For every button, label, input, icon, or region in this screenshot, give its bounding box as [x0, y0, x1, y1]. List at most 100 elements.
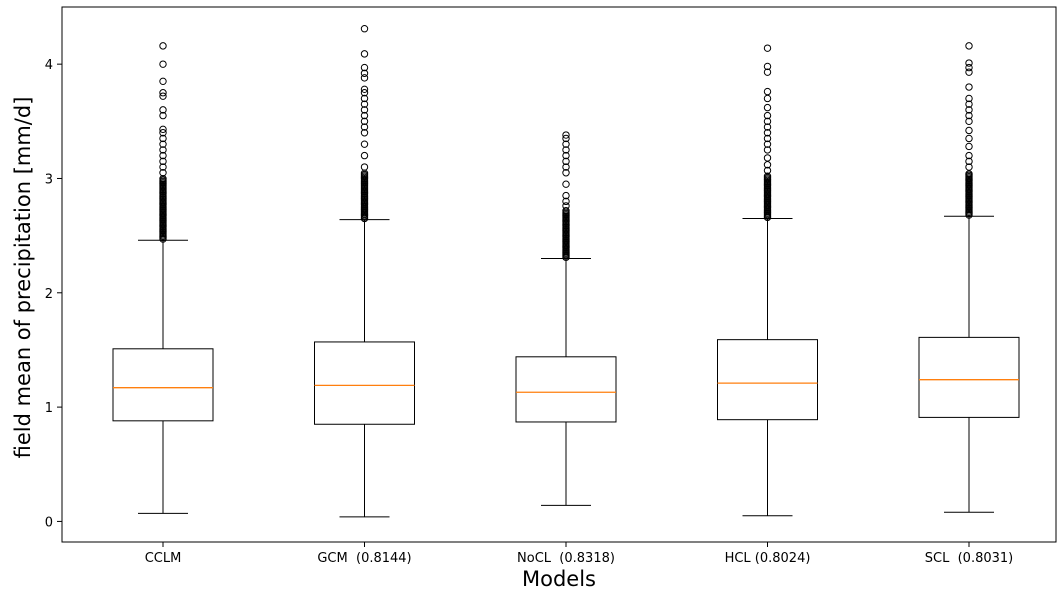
iqr-box	[314, 341, 415, 425]
flier-point	[360, 151, 369, 160]
axis-ticks: 0 1 2 3 4 CCLM GCM (0.8144) NoCL (0.8318) HCL (0…	[45, 58, 1014, 566]
flier-point	[159, 146, 167, 154]
flier-point	[360, 117, 369, 126]
box-group	[112, 42, 214, 514]
x-tick-label: GCM (0.8144)	[317, 551, 411, 566]
flier-point	[763, 172, 772, 180]
flier-point	[562, 157, 570, 166]
flier-point	[159, 169, 167, 177]
flier-point	[965, 111, 973, 120]
flier-point	[360, 25, 369, 33]
iqr-box	[717, 339, 818, 421]
flier-point	[159, 157, 167, 166]
flier-point	[360, 69, 369, 78]
flier-point	[360, 106, 369, 114]
flier-point	[159, 92, 167, 100]
box-group	[314, 25, 415, 518]
x-tick-label: SCL (0.8031)	[925, 551, 1013, 566]
flier-point	[965, 117, 973, 126]
flier-point	[562, 169, 570, 177]
flier-point	[562, 163, 570, 171]
flier-point	[965, 106, 973, 114]
y-tick-label: 1	[45, 401, 53, 416]
flier-point	[965, 100, 973, 108]
flier-point	[965, 157, 973, 166]
x-axis-title: Models	[522, 567, 596, 591]
flier-point	[159, 151, 167, 160]
flier-point	[763, 166, 772, 175]
flier-point	[360, 94, 369, 103]
flier-point	[763, 154, 772, 162]
flier-point	[159, 163, 167, 171]
flier-point	[763, 103, 772, 112]
flier-point	[360, 123, 369, 131]
flier-point	[965, 59, 973, 67]
flier-point	[159, 106, 167, 114]
flier-point	[360, 163, 369, 171]
flier-point	[360, 100, 369, 108]
flier-point	[360, 85, 369, 94]
box-group	[515, 131, 617, 506]
y-tick-label: 4	[45, 58, 53, 73]
flier-point	[562, 140, 570, 148]
flier-point	[763, 111, 772, 120]
flier-point	[360, 140, 369, 148]
y-axis-title: field mean of precipitation [mm/d]	[11, 97, 35, 459]
flier-point	[562, 134, 570, 143]
flier-point	[965, 42, 973, 50]
x-tick-label: CCLM	[145, 551, 182, 566]
flier-point	[965, 63, 973, 72]
flier-point	[763, 44, 772, 52]
box-series	[112, 25, 1020, 518]
flier-point	[562, 131, 570, 139]
flier-point	[763, 134, 772, 143]
flier-point	[360, 129, 369, 137]
y-tick-label: 2	[45, 287, 53, 302]
flier-point	[562, 146, 570, 154]
y-tick-label: 3	[45, 172, 53, 187]
flier-point	[965, 151, 973, 160]
y-tick-label: 0	[45, 515, 53, 530]
flier-point	[562, 191, 570, 200]
flier-point	[763, 123, 772, 131]
flier-point	[159, 77, 167, 86]
flier-point	[360, 111, 369, 120]
flier-point	[360, 89, 369, 97]
flier-point	[360, 74, 369, 82]
flier-point	[965, 163, 973, 171]
flier-point	[965, 126, 973, 135]
flier-point	[562, 197, 570, 206]
flier-point	[965, 134, 973, 143]
x-tick-label: NoCL (0.8318)	[517, 551, 615, 566]
flier-point	[763, 62, 772, 71]
flier-point	[562, 180, 570, 188]
flier-point	[159, 140, 167, 148]
flier-point	[159, 125, 167, 134]
flier-point	[159, 111, 167, 120]
flier-point	[763, 94, 772, 103]
flier-point	[763, 140, 772, 148]
flier-point	[763, 129, 772, 137]
flier-point	[360, 63, 369, 72]
box-group	[918, 42, 1020, 513]
iqr-box	[112, 348, 214, 422]
flier-point	[159, 60, 167, 68]
flier-point	[159, 134, 167, 143]
flier-point	[159, 42, 167, 50]
flier-point	[159, 89, 167, 97]
flier-point	[965, 68, 973, 76]
flier-point	[562, 151, 570, 160]
flier-point	[763, 68, 772, 76]
iqr-box	[918, 336, 1020, 418]
flier-point	[763, 87, 772, 96]
x-tick-label: HCL (0.8024)	[725, 551, 811, 566]
flier-point	[763, 146, 772, 154]
box-group	[717, 44, 818, 517]
flier-point	[159, 129, 167, 137]
flier-point	[965, 83, 973, 91]
iqr-box	[515, 356, 617, 423]
flier-point	[965, 142, 973, 151]
flier-point	[965, 94, 973, 103]
axes-frame	[61, 6, 1057, 543]
flier-point	[360, 50, 369, 58]
